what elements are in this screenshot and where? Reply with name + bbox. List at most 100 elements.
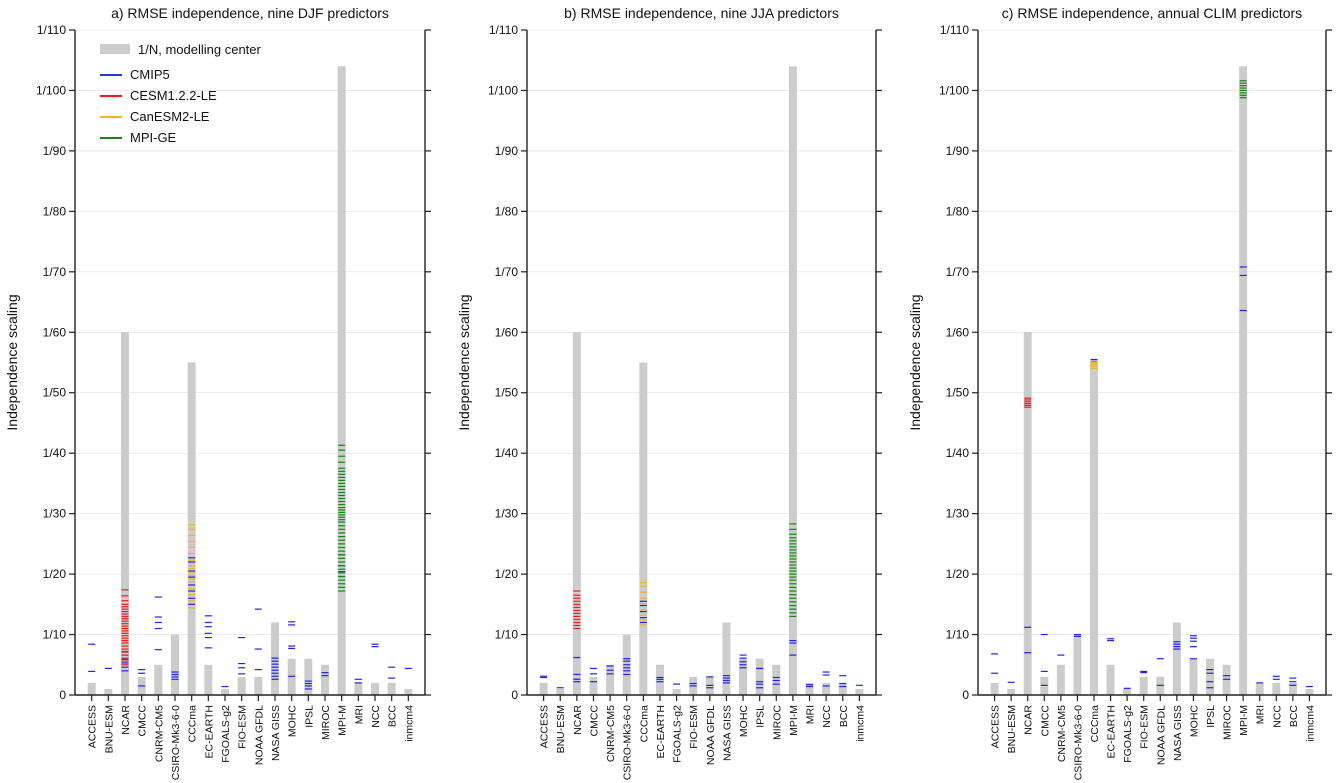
x-tick-label: NASA GISS [1172, 705, 1184, 761]
legend-bar-label: 1/N, modelling center [138, 42, 262, 57]
x-tick-label: inmcm4 [1304, 705, 1316, 742]
bar-mpi-m [1239, 66, 1248, 696]
bar-bnu-esm [1007, 688, 1016, 695]
x-tick-label: MOHC [1188, 705, 1200, 737]
x-tick-label: MPI-M [337, 705, 349, 736]
bar-ncar [1023, 332, 1032, 695]
bar-bcc [838, 682, 847, 695]
x-tick-label: inmcm4 [854, 705, 866, 742]
y-tick-label: 1/50 [495, 386, 519, 400]
x-tick-label: BNU-ESM [103, 705, 115, 753]
bar-access [87, 682, 96, 695]
y-tick-label: 1/10 [495, 628, 519, 642]
y-tick-label: 0 [59, 688, 66, 702]
bar-cnrm-cm5 [1056, 664, 1065, 695]
bar-cnrm-cm5 [154, 664, 163, 695]
x-tick-label: inmcm4 [403, 705, 415, 742]
bar-noaa-gfdl [705, 676, 714, 695]
x-tick-label: CNRM-CM5 [1056, 705, 1068, 762]
y-tick-label: 1/30 [495, 507, 519, 521]
x-tick-label: FIO-ESM [688, 705, 700, 749]
x-tick-label: CCCma [1089, 705, 1101, 742]
y-tick-label: 1/10 [43, 628, 67, 642]
bar-bcc [387, 682, 396, 695]
x-tick-label: MOHC [738, 705, 750, 737]
bar-fgoals-g2 [1123, 688, 1132, 695]
bar-nasa-giss [1172, 622, 1181, 695]
bar-csiro-mk3-6-0 [171, 634, 179, 695]
x-tick-label: CCCma [187, 705, 199, 742]
y-tick-label: 1/60 [43, 325, 67, 339]
y-tick-label: 1/10 [946, 628, 970, 642]
bar-miroc [772, 664, 781, 695]
y-tick-label: 1/80 [495, 204, 519, 218]
bar-ncc [1272, 682, 1281, 695]
bar-miroc [1222, 664, 1231, 695]
bar-mpi-m [788, 66, 797, 696]
bar-cccma [1090, 362, 1098, 695]
bar-inmcm4 [1305, 688, 1314, 695]
y-tick-label: 0 [511, 688, 518, 702]
x-tick-label: CSIRO-Mk3-6-0 [1072, 705, 1084, 780]
legend-label: CMIP5 [130, 67, 170, 82]
y-axis-label: Independence scaling [907, 294, 923, 430]
x-tick-label: NOAA GFDL [1155, 705, 1167, 765]
panel-title: a) RMSE independence, nine DJF predictor… [111, 5, 389, 21]
x-tick-label: MRI [353, 705, 365, 724]
bar-noaa-gfdl [254, 676, 263, 695]
x-tick-label: EC-EARTH [203, 705, 215, 758]
x-tick-label: IPSL [755, 705, 767, 728]
y-tick-label: 1/20 [495, 567, 519, 581]
x-tick-label: IPSL [303, 705, 315, 728]
x-tick-label: NCAR [120, 705, 132, 735]
bar-cccma [187, 362, 196, 695]
x-tick-label: BCC [838, 705, 850, 728]
y-tick-label: 1/110 [37, 23, 66, 37]
x-tick-label: MIROC [320, 705, 332, 740]
bar-ncc [371, 682, 379, 695]
bar-bnu-esm [104, 688, 113, 695]
y-tick-label: 1/30 [946, 507, 970, 521]
bar-miroc [321, 664, 329, 695]
x-tick-label: CSIRO-Mk3-6-0 [170, 705, 182, 780]
bar-mri [354, 682, 363, 695]
bar-noaa-gfdl [1156, 676, 1165, 695]
bar-mohc [287, 658, 296, 695]
bar-mri [805, 682, 814, 695]
x-tick-label: MIROC [771, 705, 783, 740]
y-tick-label: 1/80 [43, 204, 67, 218]
bar-ncar [121, 332, 129, 695]
bar-ipsl [755, 658, 764, 695]
y-tick-label: 1/80 [946, 204, 970, 218]
panel-title: b) RMSE independence, nine JJA predictor… [564, 5, 839, 21]
bar-mri [1255, 682, 1264, 695]
legend-bar-swatch [100, 44, 130, 54]
x-tick-label: BNU-ESM [1006, 705, 1018, 753]
x-tick-label: NASA GISS [270, 705, 282, 761]
bar-ncc [822, 682, 831, 695]
y-tick-label: 1/40 [43, 446, 67, 460]
y-tick-label: 1/50 [946, 386, 970, 400]
x-tick-label: MPI-M [1238, 705, 1250, 736]
bar-ipsl [304, 658, 313, 695]
x-tick-label: EC-EARTH [1106, 705, 1118, 758]
y-axis-label: Independence scaling [4, 294, 20, 430]
bar-nasa-giss [271, 622, 279, 695]
bar-mohc [1189, 658, 1198, 695]
legend-label: MPI-GE [130, 130, 177, 145]
y-tick-label: 1/60 [946, 325, 970, 339]
x-tick-label: IPSL [1205, 705, 1217, 728]
x-tick-label: CMCC [1039, 705, 1051, 737]
y-tick-label: 1/110 [489, 23, 518, 37]
x-tick-label: MOHC [287, 705, 299, 737]
x-tick-label: BNU-ESM [555, 705, 567, 753]
bar-cmcc [589, 676, 598, 695]
y-tick-label: 1/60 [495, 325, 519, 339]
panel-title: c) RMSE independence, annual CLIM predic… [1002, 5, 1302, 21]
x-tick-label: ACCESS [539, 705, 551, 748]
x-tick-label: FGOALS-g2 [220, 705, 232, 763]
x-tick-label: NASA GISS [721, 705, 733, 761]
y-tick-label: 1/40 [946, 446, 970, 460]
x-tick-label: CMCC [588, 705, 600, 737]
legend-label: CESM1.2.2-LE [130, 88, 217, 103]
